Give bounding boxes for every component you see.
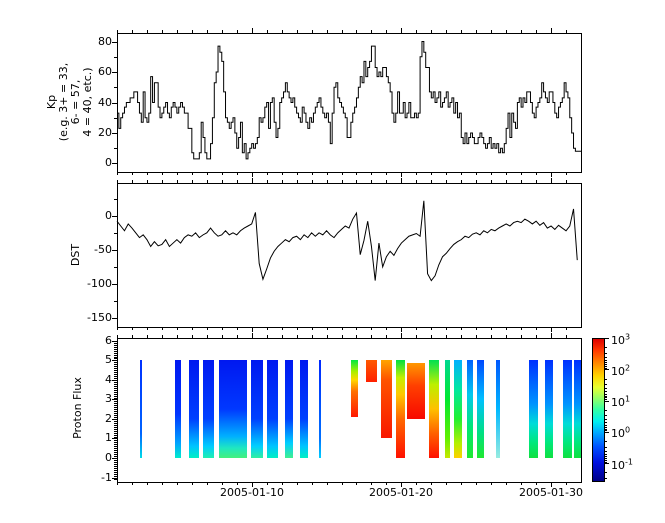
proton-flux-stripe [380, 360, 392, 439]
y-tick-label: 0 [105, 156, 112, 169]
proton-flux-stripe [218, 360, 247, 458]
proton-flux-stripe [529, 360, 539, 458]
y-tick-label: 80 [98, 35, 112, 48]
y-tick-label: 0 [105, 451, 112, 464]
x-tick-label: 2005-01-20 [369, 486, 433, 499]
proton-flux-stripe [477, 360, 485, 458]
colorbar-tick-label: 10-1 [611, 457, 633, 472]
proton-flux-stripe [466, 360, 474, 458]
proton-flux-stripe [175, 360, 182, 458]
proton-flux-stripe [318, 360, 321, 458]
proton-flux-stripe [496, 360, 501, 458]
colorbar-tick-label: 101 [611, 394, 631, 410]
y-tick-label: 5 [105, 353, 112, 366]
y-tick-label: 3 [105, 392, 112, 405]
proton-flux-stripe [444, 360, 451, 458]
proton-flux-stripe [299, 360, 308, 458]
y-tick-label: 1 [105, 431, 112, 444]
y-tick-label: 0 [105, 209, 112, 222]
proton-flux-stripe [429, 360, 440, 458]
colorbar [592, 338, 605, 482]
proton-flux-stripe [139, 360, 143, 458]
dst-series-line [116, 200, 578, 282]
proton-flux-stripe [406, 363, 426, 419]
proton-flux-stripe [351, 360, 359, 417]
proton-flux-stripe [188, 360, 199, 458]
panel-border [117, 33, 582, 173]
y-tick-label: 40 [98, 96, 112, 109]
proton-flux-stripe [285, 360, 293, 458]
proton-flux-stripe [563, 360, 572, 458]
kp-series-line [117, 41, 581, 160]
y-tick-label: -50 [94, 243, 112, 256]
proton-flux-stripe [574, 360, 581, 458]
x-tick-label: 2005-01-30 [519, 486, 583, 499]
proton-flux-stripe [203, 360, 215, 458]
colorbar-tick-label: 100 [611, 425, 631, 441]
y-tick-label: 20 [98, 126, 112, 139]
colorbar-tick-label: 102 [611, 363, 631, 378]
panel-border [117, 183, 582, 328]
colorbar-tick-label: 103 [611, 332, 631, 347]
y-tick-label: 6 [105, 334, 112, 347]
proton-flux-stripe [267, 360, 278, 458]
y-tick-label: -100 [87, 277, 112, 290]
proton-flux-heatmap [117, 338, 581, 482]
proton-flux-stripe [365, 360, 377, 382]
proton-flux-stripe [544, 360, 554, 458]
proton-flux-stripe [396, 360, 406, 458]
y-tick-label: 4 [105, 373, 112, 386]
y-tick-label: 2 [105, 412, 112, 425]
y-tick-label: -1 [101, 471, 112, 484]
x-tick-label: 2005-01-10 [220, 486, 284, 499]
y-tick-label: -150 [87, 311, 112, 324]
proton-flux-stripe [454, 360, 462, 458]
y-tick-label: 60 [98, 65, 112, 78]
proton-flux-stripe [250, 360, 263, 458]
